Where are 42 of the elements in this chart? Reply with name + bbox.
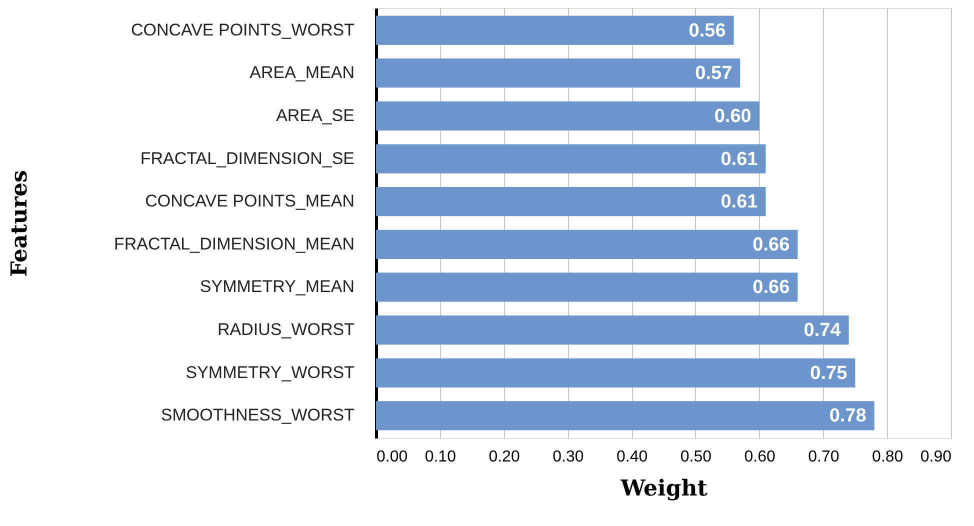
bar: [376, 144, 766, 174]
data-label: 0.60: [714, 106, 752, 127]
y-tick-label: FRACTAL_DIMENSION_SE: [140, 148, 354, 168]
y-tick-label: AREA_MEAN: [250, 63, 354, 82]
x-tick-label: 0.30: [552, 448, 584, 466]
x-tick-label: 0.70: [808, 448, 840, 466]
x-tick-label: 0.80: [872, 448, 904, 466]
y-tick-label: SMOOTHNESS_WORST: [160, 406, 354, 425]
data-label: 0.57: [695, 63, 732, 84]
x-tick-label: 0.60: [744, 448, 776, 466]
bar: [376, 187, 766, 216]
data-label: 0.75: [810, 362, 848, 384]
y-tick-label: RADIUS_WORST: [218, 320, 354, 340]
x-tick-label: 0.40: [616, 448, 648, 466]
y-tick-label: AREA_SE: [276, 106, 354, 125]
y-axis-title: Features: [6, 170, 32, 277]
data-label: 0.66: [752, 277, 790, 298]
bar: [376, 58, 740, 88]
x-tick-label: 0.00: [376, 448, 408, 466]
y-tick-label: CONCAVE POINTS_MEAN: [145, 192, 354, 211]
y-tick-label: FRACTAL_DIMENSION_MEAN: [114, 234, 354, 254]
data-label: 0.61: [720, 192, 758, 213]
data-label: 0.56: [688, 20, 726, 42]
y-tick-label: CONCAVE POINTS_WORST: [130, 20, 354, 40]
x-axis-title: Weight: [620, 476, 708, 502]
y-tick-label: SYMMETRY_MEAN: [200, 277, 354, 296]
data-label: 0.66: [752, 234, 790, 256]
x-tick-label: 0.90: [920, 448, 952, 466]
x-tick-label: 0.50: [680, 448, 712, 466]
bar: [376, 230, 798, 259]
bar: [376, 358, 856, 388]
y-tick-label: SYMMETRY_WORST: [186, 362, 354, 382]
x-tick-label: 0.10: [424, 448, 456, 466]
data-label: 0.61: [720, 148, 758, 170]
data-label: 0.74: [804, 320, 842, 342]
bar: [376, 316, 849, 345]
bar: [376, 101, 760, 130]
bar: [376, 272, 798, 302]
data-label: 0.78: [829, 406, 866, 427]
bar: [376, 16, 734, 45]
bar: [376, 401, 874, 430]
x-tick-label: 0.20: [488, 448, 520, 466]
